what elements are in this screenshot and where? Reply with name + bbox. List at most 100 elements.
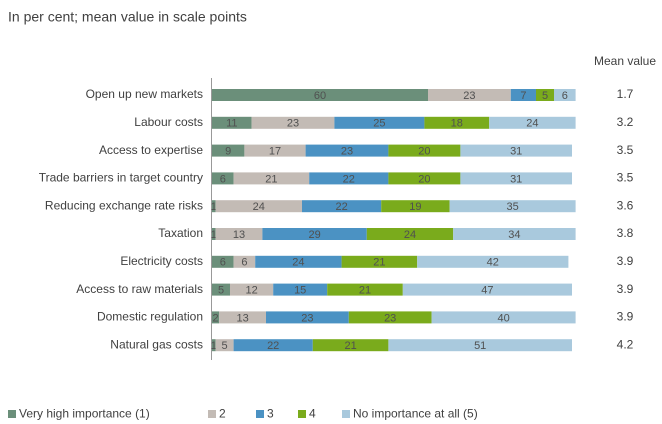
bar-segment bbox=[460, 172, 572, 185]
bar-segment bbox=[212, 283, 230, 296]
seg-label: 22 bbox=[267, 340, 279, 352]
category-label: Labour costs bbox=[134, 115, 203, 129]
legend-label: No importance at all (5) bbox=[353, 407, 478, 421]
bar-segment bbox=[453, 228, 576, 240]
bar-segment bbox=[302, 200, 382, 213]
seg-label: 42 bbox=[487, 257, 499, 269]
seg-label: 1 bbox=[211, 229, 217, 241]
chart-subtitle: In per cent; mean value in scale points bbox=[8, 9, 247, 25]
legend-label: 2 bbox=[219, 407, 226, 421]
bar-segment bbox=[212, 144, 245, 157]
bar-segment bbox=[212, 255, 234, 268]
bar-segment bbox=[230, 283, 274, 296]
seg-label: 25 bbox=[373, 118, 385, 130]
seg-label: 40 bbox=[497, 312, 509, 324]
bar-segment bbox=[460, 144, 572, 157]
seg-label: 23 bbox=[463, 90, 475, 102]
bar-segment bbox=[348, 311, 432, 324]
bar-segment bbox=[417, 255, 569, 268]
seg-label: 21 bbox=[359, 285, 371, 297]
bar-segment bbox=[388, 339, 572, 352]
seg-label: 12 bbox=[245, 285, 257, 297]
bar-segment bbox=[449, 200, 576, 213]
seg-label: 2 bbox=[213, 312, 219, 324]
seg-label: 6 bbox=[220, 173, 226, 185]
seg-label: 29 bbox=[308, 229, 320, 241]
seg-label: 18 bbox=[451, 118, 463, 130]
legend-swatch bbox=[8, 410, 16, 418]
bar-segment bbox=[215, 228, 263, 240]
mean-value: 3.9 bbox=[617, 254, 634, 268]
bar-segment bbox=[212, 200, 216, 213]
bar-segment bbox=[219, 311, 266, 324]
seg-label: 9 bbox=[225, 146, 231, 158]
bar-segment bbox=[366, 228, 454, 240]
seg-label: 13 bbox=[236, 312, 248, 324]
bar-segment bbox=[536, 89, 554, 101]
seg-label: 1 bbox=[211, 340, 217, 352]
legend-label: Very high importance (1) bbox=[19, 407, 150, 421]
bar-segment bbox=[334, 116, 425, 129]
seg-label: 13 bbox=[233, 229, 245, 241]
seg-label: 17 bbox=[269, 146, 281, 158]
seg-label: 22 bbox=[343, 173, 355, 185]
seg-label: 31 bbox=[510, 173, 522, 185]
seg-label: 20 bbox=[418, 146, 430, 158]
category-label: Reducing exchange rate risks bbox=[45, 198, 203, 212]
category-label: Taxation bbox=[158, 226, 203, 240]
bar-segment bbox=[215, 200, 302, 213]
mean-value: 3.5 bbox=[617, 171, 634, 185]
bar-segment bbox=[233, 255, 256, 268]
bar-segment bbox=[212, 89, 428, 101]
bar-segment bbox=[233, 172, 310, 185]
seg-label: 23 bbox=[341, 146, 353, 158]
bar-segment bbox=[255, 255, 342, 268]
seg-label: 24 bbox=[253, 201, 265, 213]
seg-label: 23 bbox=[301, 312, 313, 324]
seg-label: 6 bbox=[241, 257, 247, 269]
mean-value: 3.5 bbox=[617, 143, 634, 157]
bar-segment bbox=[212, 116, 252, 129]
bar-segment bbox=[266, 311, 349, 324]
bar-segment bbox=[215, 339, 234, 352]
bar-segment bbox=[244, 144, 306, 157]
mean-value: 3.9 bbox=[617, 282, 634, 296]
legend-swatch bbox=[342, 410, 350, 418]
bar-segment bbox=[212, 311, 220, 324]
seg-label: 21 bbox=[373, 257, 385, 269]
bar-segment bbox=[312, 339, 389, 352]
seg-label: 24 bbox=[404, 229, 416, 241]
seg-label: 35 bbox=[506, 201, 518, 213]
mean-value: 3.6 bbox=[617, 198, 634, 212]
bar-segment bbox=[273, 283, 328, 296]
seg-label: 6 bbox=[220, 257, 226, 269]
bar-segment bbox=[233, 339, 313, 352]
bar-segment bbox=[388, 144, 461, 157]
bar-segment bbox=[327, 283, 403, 296]
seg-label: 11 bbox=[226, 118, 237, 130]
mean-value: 1.7 bbox=[617, 87, 634, 101]
seg-label: 31 bbox=[510, 146, 522, 158]
seg-label: 23 bbox=[384, 312, 396, 324]
seg-label: 34 bbox=[508, 229, 520, 241]
legend-swatch bbox=[208, 410, 216, 418]
seg-label: 7 bbox=[520, 90, 526, 102]
seg-label: 23 bbox=[287, 118, 299, 130]
mean-value: 3.2 bbox=[617, 115, 634, 129]
seg-label: 15 bbox=[294, 285, 306, 297]
bar-segment bbox=[381, 200, 450, 213]
bar-segment bbox=[510, 89, 536, 101]
seg-label: 24 bbox=[526, 118, 538, 130]
seg-label: 5 bbox=[222, 340, 228, 352]
seg-label: 5 bbox=[542, 90, 548, 102]
seg-label: 5 bbox=[218, 285, 224, 297]
seg-label: 21 bbox=[265, 173, 277, 185]
bar-segment bbox=[341, 255, 418, 268]
seg-label: 47 bbox=[481, 285, 493, 297]
bar-segment bbox=[424, 116, 490, 129]
seg-label: 60 bbox=[314, 90, 326, 102]
bar-segment bbox=[309, 172, 389, 185]
legend-label: 4 bbox=[309, 407, 316, 421]
bar-segment bbox=[251, 116, 335, 129]
